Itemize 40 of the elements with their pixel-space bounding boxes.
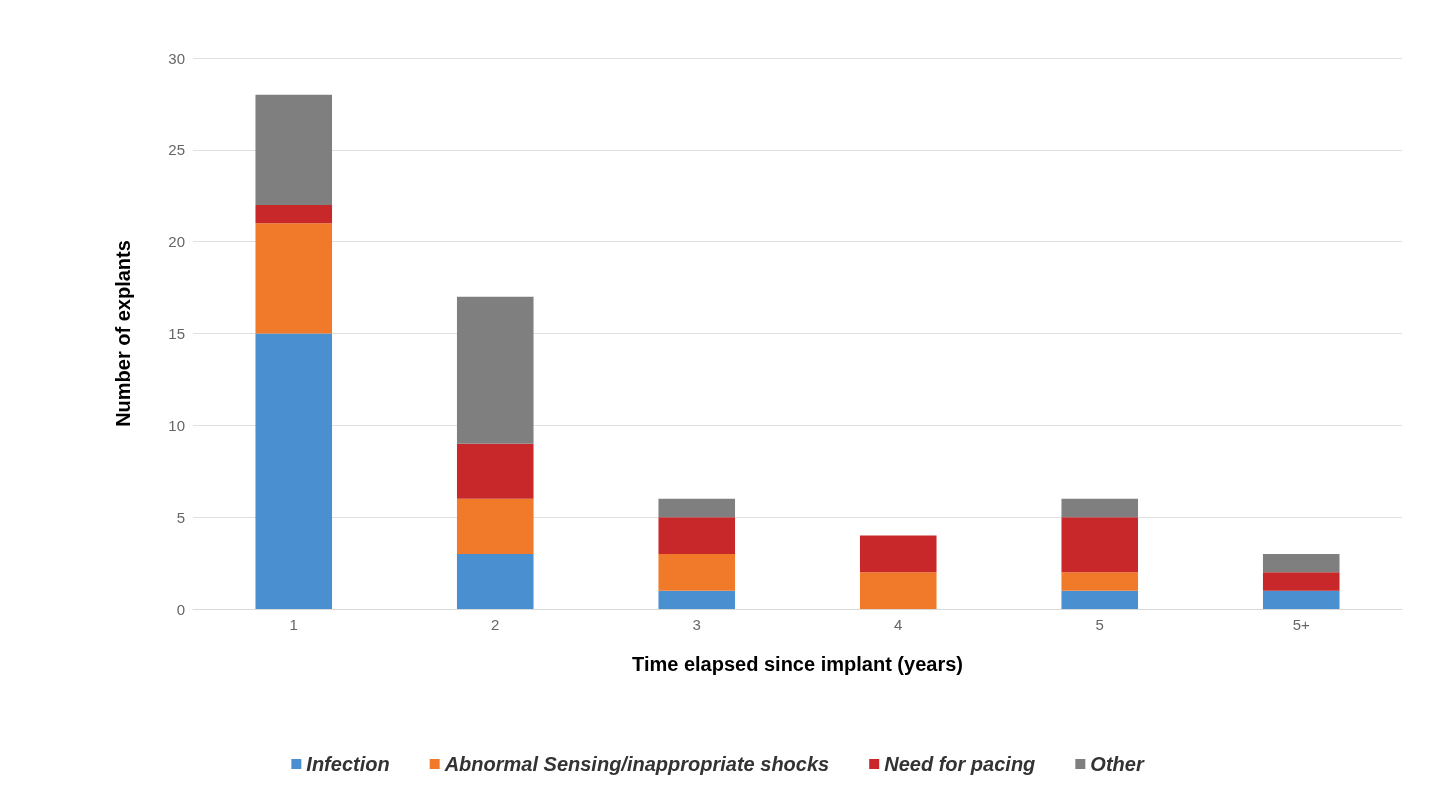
bar — [255, 223, 333, 334]
legend-label: Abnormal Sensing/inappropriate shocks — [443, 753, 830, 775]
y-tick-label: 0 — [176, 600, 185, 618]
bar — [859, 535, 937, 573]
y-tick-label: 10 — [168, 416, 185, 434]
bar — [658, 590, 736, 609]
bar — [456, 443, 534, 499]
x-tick-label: 3 — [692, 616, 701, 633]
bar — [1061, 498, 1139, 518]
bar — [658, 517, 736, 554]
bar — [1262, 553, 1340, 573]
x-tick-label: 2 — [491, 616, 500, 633]
legend-label: Need for pacing — [884, 753, 1036, 775]
legend-label: Infection — [306, 753, 390, 775]
bar — [1061, 517, 1139, 573]
bar — [859, 572, 937, 609]
bar — [658, 553, 736, 591]
x-tick-label: 4 — [894, 616, 903, 633]
y-tick-label: 25 — [168, 141, 185, 159]
bar — [1262, 572, 1340, 591]
bar — [456, 553, 534, 609]
bar — [658, 498, 736, 518]
bar — [255, 204, 333, 224]
x-tick-label: 5 — [1095, 616, 1104, 633]
bar — [1262, 590, 1340, 609]
y-axis-title: Number of explants — [112, 240, 134, 427]
bar — [1061, 572, 1139, 591]
y-tick-label: 30 — [168, 49, 185, 67]
bar — [255, 333, 333, 609]
bar — [1061, 590, 1139, 609]
y-tick-label: 20 — [168, 233, 185, 251]
y-tick-label: 15 — [168, 325, 185, 342]
y-tick-label: 5 — [176, 508, 185, 526]
x-tick-label: 1 — [289, 616, 298, 633]
x-tick-label: 5+ — [1292, 616, 1311, 633]
x-axis-title: Time elapsed since implant (years) — [632, 653, 963, 675]
bar — [456, 498, 534, 554]
bar — [456, 296, 534, 444]
legend-label: Other — [1090, 753, 1145, 775]
bar — [255, 94, 333, 205]
